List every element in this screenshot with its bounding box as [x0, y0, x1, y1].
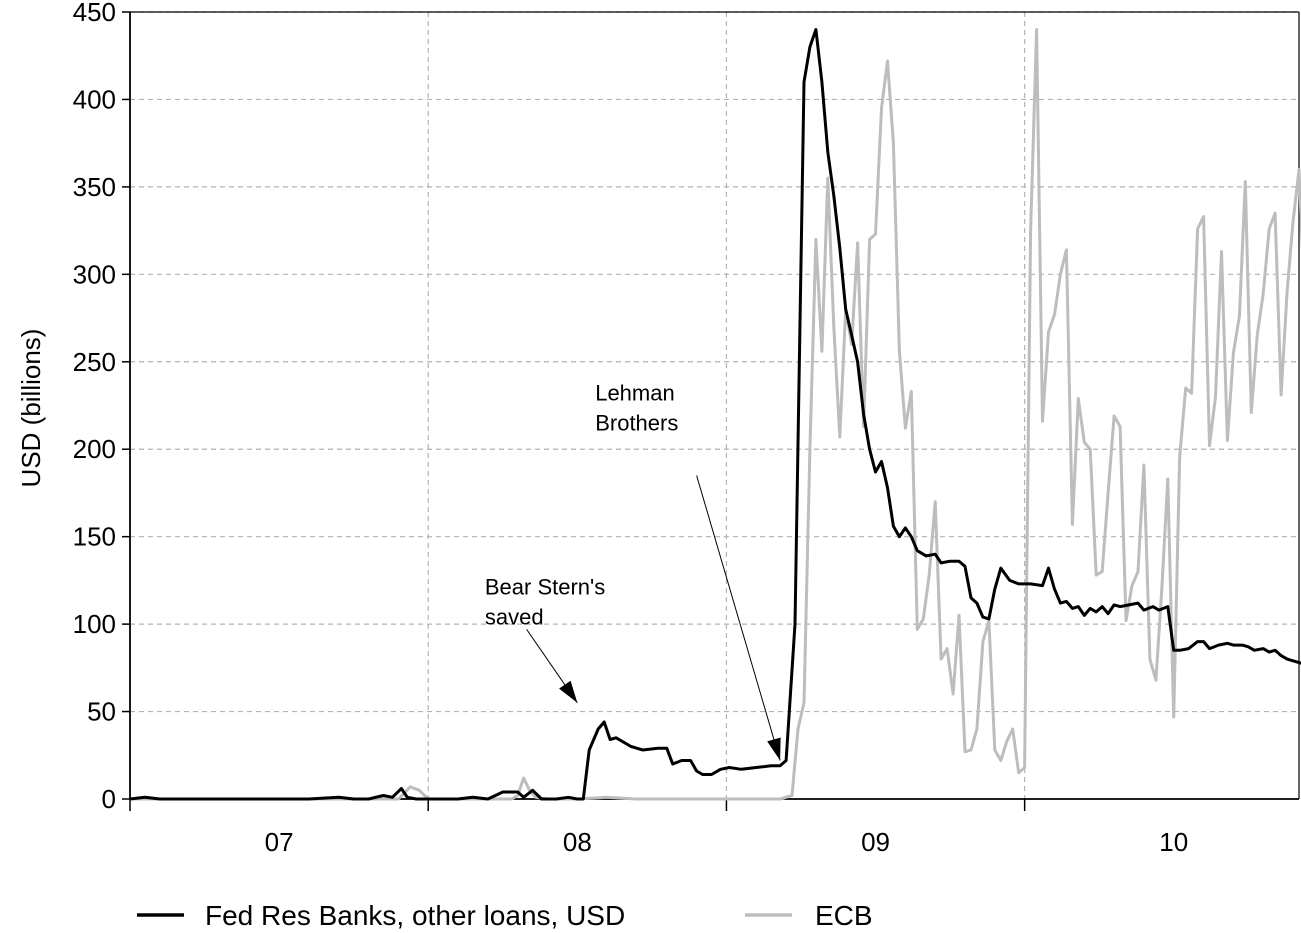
annotation-arrow-line-0 [696, 475, 781, 761]
y-tick-label-7: 350 [73, 172, 116, 202]
x-tick-label-1: 08 [563, 827, 592, 857]
x-tick-label-2: 09 [861, 827, 890, 857]
annotation-text-1-0: Bear Stern's [485, 574, 605, 599]
grid [130, 11, 1299, 799]
x-tick-label-0: 07 [265, 827, 294, 857]
y-axis: 0 50 100 150 200 250 300 350 400 450 [73, 0, 131, 814]
series-line-1 [130, 28, 1301, 801]
y-tick-label-9: 450 [73, 0, 116, 27]
legend-label-1: ECB [815, 900, 873, 931]
y-tick-label-0: 0 [102, 784, 116, 814]
plot-frame [130, 11, 1300, 799]
annotation-arrow-head-1 [559, 680, 578, 703]
annotation-arrow-head-0 [767, 737, 781, 761]
series-line-0 [129, 28, 1301, 801]
x-tick-label-3: 10 [1159, 827, 1188, 857]
x-axis: 07 08 09 10 [129, 798, 1299, 857]
y-tick-label-5: 250 [73, 347, 116, 377]
annotation-text-1-1: saved [485, 604, 544, 629]
legend: Fed Res Banks, other loans, USD ECB [137, 900, 873, 931]
y-tick-label-3: 150 [73, 522, 116, 552]
annotations: Lehman Brothers Bear Stern's saved [485, 380, 781, 761]
y-tick-label-1: 50 [87, 697, 116, 727]
y-tick-label-2: 100 [73, 609, 116, 639]
legend-label-0: Fed Res Banks, other loans, USD [205, 900, 625, 931]
y-axis-title: USD (billions) [16, 329, 46, 488]
y-tick-label-8: 400 [73, 84, 116, 114]
y-tick-label-6: 300 [73, 259, 116, 289]
series-lines [129, 28, 1301, 801]
y-tick-label-4: 200 [73, 434, 116, 464]
annotation-text-0-1: Brothers [595, 410, 678, 435]
annotation-text-0-0: Lehman [595, 380, 675, 405]
